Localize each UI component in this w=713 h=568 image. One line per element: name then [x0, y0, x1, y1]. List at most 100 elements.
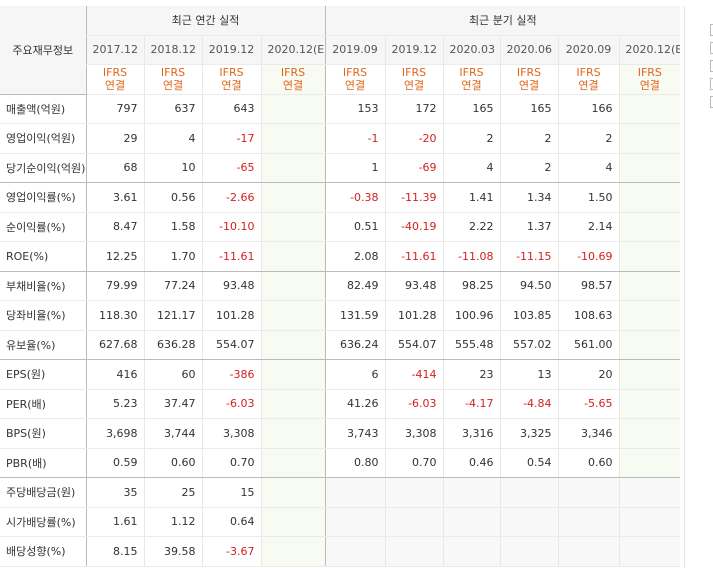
value-cell: 131.59 — [324, 300, 386, 331]
value-cell: 153 — [324, 94, 386, 124]
value-cell: 0.56 — [143, 182, 202, 213]
value-cell: -1 — [324, 123, 386, 154]
row-label: 시가배당률(%) — [0, 507, 86, 537]
ifrs-label: IFRS 연결 — [384, 64, 444, 95]
value-cell — [618, 241, 681, 272]
row-label: EPS(원) — [0, 359, 86, 390]
side-checkbox[interactable] — [710, 42, 713, 54]
value-cell: 4 — [143, 123, 202, 154]
table-row: 매출액(억원) 797 637 643 153 172 165 165 166 — [0, 94, 681, 124]
value-cell: 3,743 — [324, 418, 386, 449]
value-cell: 35 — [85, 477, 144, 508]
row-label: ROE(%) — [0, 241, 86, 272]
value-cell: 13 — [499, 359, 559, 390]
value-cell: 636.28 — [143, 330, 202, 360]
row-label: 배당성향(%) — [0, 536, 86, 567]
value-cell: 555.48 — [442, 330, 501, 360]
period-header-quarter: 2020.09 — [557, 35, 620, 65]
value-cell: 6 — [324, 359, 386, 390]
ifrs-label: IFRS 연결 — [442, 64, 501, 95]
value-cell: 5.23 — [85, 389, 144, 419]
value-cell — [618, 359, 681, 390]
value-cell: -11.39 — [384, 182, 444, 213]
value-cell — [618, 536, 681, 567]
value-cell — [618, 153, 681, 183]
ifrs-top-text: IFRS — [516, 66, 542, 80]
value-cell: 0.59 — [85, 448, 144, 478]
value-cell: -40.19 — [384, 212, 444, 242]
row-label: 부채비율(%) — [0, 271, 86, 301]
value-cell — [618, 330, 681, 360]
financial-table-body: 매출액(억원) 797 637 643 153 172 165 165 166 영업이익(억원) 2… — [0, 94, 681, 567]
period-header-annual: 2019.12 — [201, 35, 261, 65]
value-cell — [557, 536, 620, 567]
value-cell: 797 — [85, 94, 144, 124]
value-cell: 3,698 — [85, 418, 144, 449]
value-cell: 2 — [499, 123, 559, 154]
value-cell: 3.61 — [85, 182, 144, 213]
value-cell: -65 — [201, 153, 261, 183]
value-cell: -6.03 — [201, 389, 261, 419]
value-cell: 103.85 — [499, 300, 559, 331]
ifrs-top-text: IFRS — [637, 66, 662, 80]
value-cell — [499, 477, 559, 508]
period-header-annual: 2018.12 — [143, 35, 202, 65]
value-cell: 15 — [201, 477, 261, 508]
table-row: 시가배당률(%) 1.61 1.12 0.64 — [0, 507, 681, 537]
value-cell: 101.28 — [201, 300, 261, 331]
value-cell: 643 — [201, 94, 261, 124]
value-cell: -11.61 — [201, 241, 261, 272]
value-cell: 2 — [557, 123, 620, 154]
ifrs-bottom-text: 연결 — [578, 79, 599, 93]
side-checkbox[interactable] — [710, 96, 713, 108]
ifrs-header-row: IFRS 연결 IFRS 연결 IFRS 연결 IFRS 연결 IFRS 연결 IFRS 연결 IFRS… — [0, 64, 681, 95]
value-cell: 557.02 — [499, 330, 559, 360]
side-checkbox[interactable] — [710, 60, 713, 72]
value-cell: 1.61 — [85, 507, 144, 537]
value-cell — [618, 271, 681, 301]
value-cell: -414 — [384, 359, 444, 390]
value-cell — [618, 123, 681, 154]
value-cell — [618, 477, 681, 508]
value-cell: 165 — [499, 94, 559, 124]
row-label: 영업이익률(%) — [0, 182, 86, 213]
value-cell — [260, 448, 326, 478]
value-cell: -2.66 — [201, 182, 261, 213]
value-cell — [260, 389, 326, 419]
value-cell: -386 — [201, 359, 261, 390]
value-cell — [384, 477, 444, 508]
value-cell — [618, 300, 681, 331]
table-row: EPS(원) 416 60 -386 6 -414 23 13 20 — [0, 359, 681, 390]
side-checkbox[interactable] — [710, 78, 713, 90]
row-label: 순이익률(%) — [0, 212, 86, 242]
value-cell — [499, 507, 559, 537]
row-label-header: 주요재무정보 — [0, 6, 86, 95]
value-cell: 93.48 — [384, 271, 444, 301]
table-row: BPS(원) 3,698 3,744 3,308 3,743 3,308 3,316 3,32… — [0, 418, 681, 449]
value-cell: 37.47 — [143, 389, 202, 419]
value-cell: 0.60 — [557, 448, 620, 478]
period-header-row: 2017.12 2018.12 2019.12 2020.12(E) 2019.09 20… — [0, 35, 681, 65]
period-header-quarter: 2020.03 — [442, 35, 501, 65]
value-cell: 118.30 — [85, 300, 144, 331]
value-cell — [618, 389, 681, 419]
value-cell — [260, 359, 326, 390]
value-cell: 0.60 — [143, 448, 202, 478]
annual-results-header: 최근 연간 실적 — [85, 6, 326, 36]
value-cell — [324, 536, 386, 567]
value-cell: -5.65 — [557, 389, 620, 419]
value-cell: 561.00 — [557, 330, 620, 360]
value-cell — [442, 536, 501, 567]
value-cell — [442, 507, 501, 537]
value-cell: 1.58 — [143, 212, 202, 242]
value-cell: 0.51 — [324, 212, 386, 242]
ifrs-label: IFRS 연결 — [557, 64, 620, 95]
table-row: 당좌비율(%) 118.30 121.17 101.28 131.59 101.28 100… — [0, 300, 681, 331]
value-cell: 416 — [85, 359, 144, 390]
value-cell: -3.67 — [201, 536, 261, 567]
value-cell: 1.50 — [557, 182, 620, 213]
value-cell — [618, 182, 681, 213]
ifrs-label: IFRS 연결 — [85, 64, 144, 95]
side-checkbox[interactable] — [710, 24, 713, 36]
ifrs-label: IFRS 연결 — [260, 64, 326, 95]
